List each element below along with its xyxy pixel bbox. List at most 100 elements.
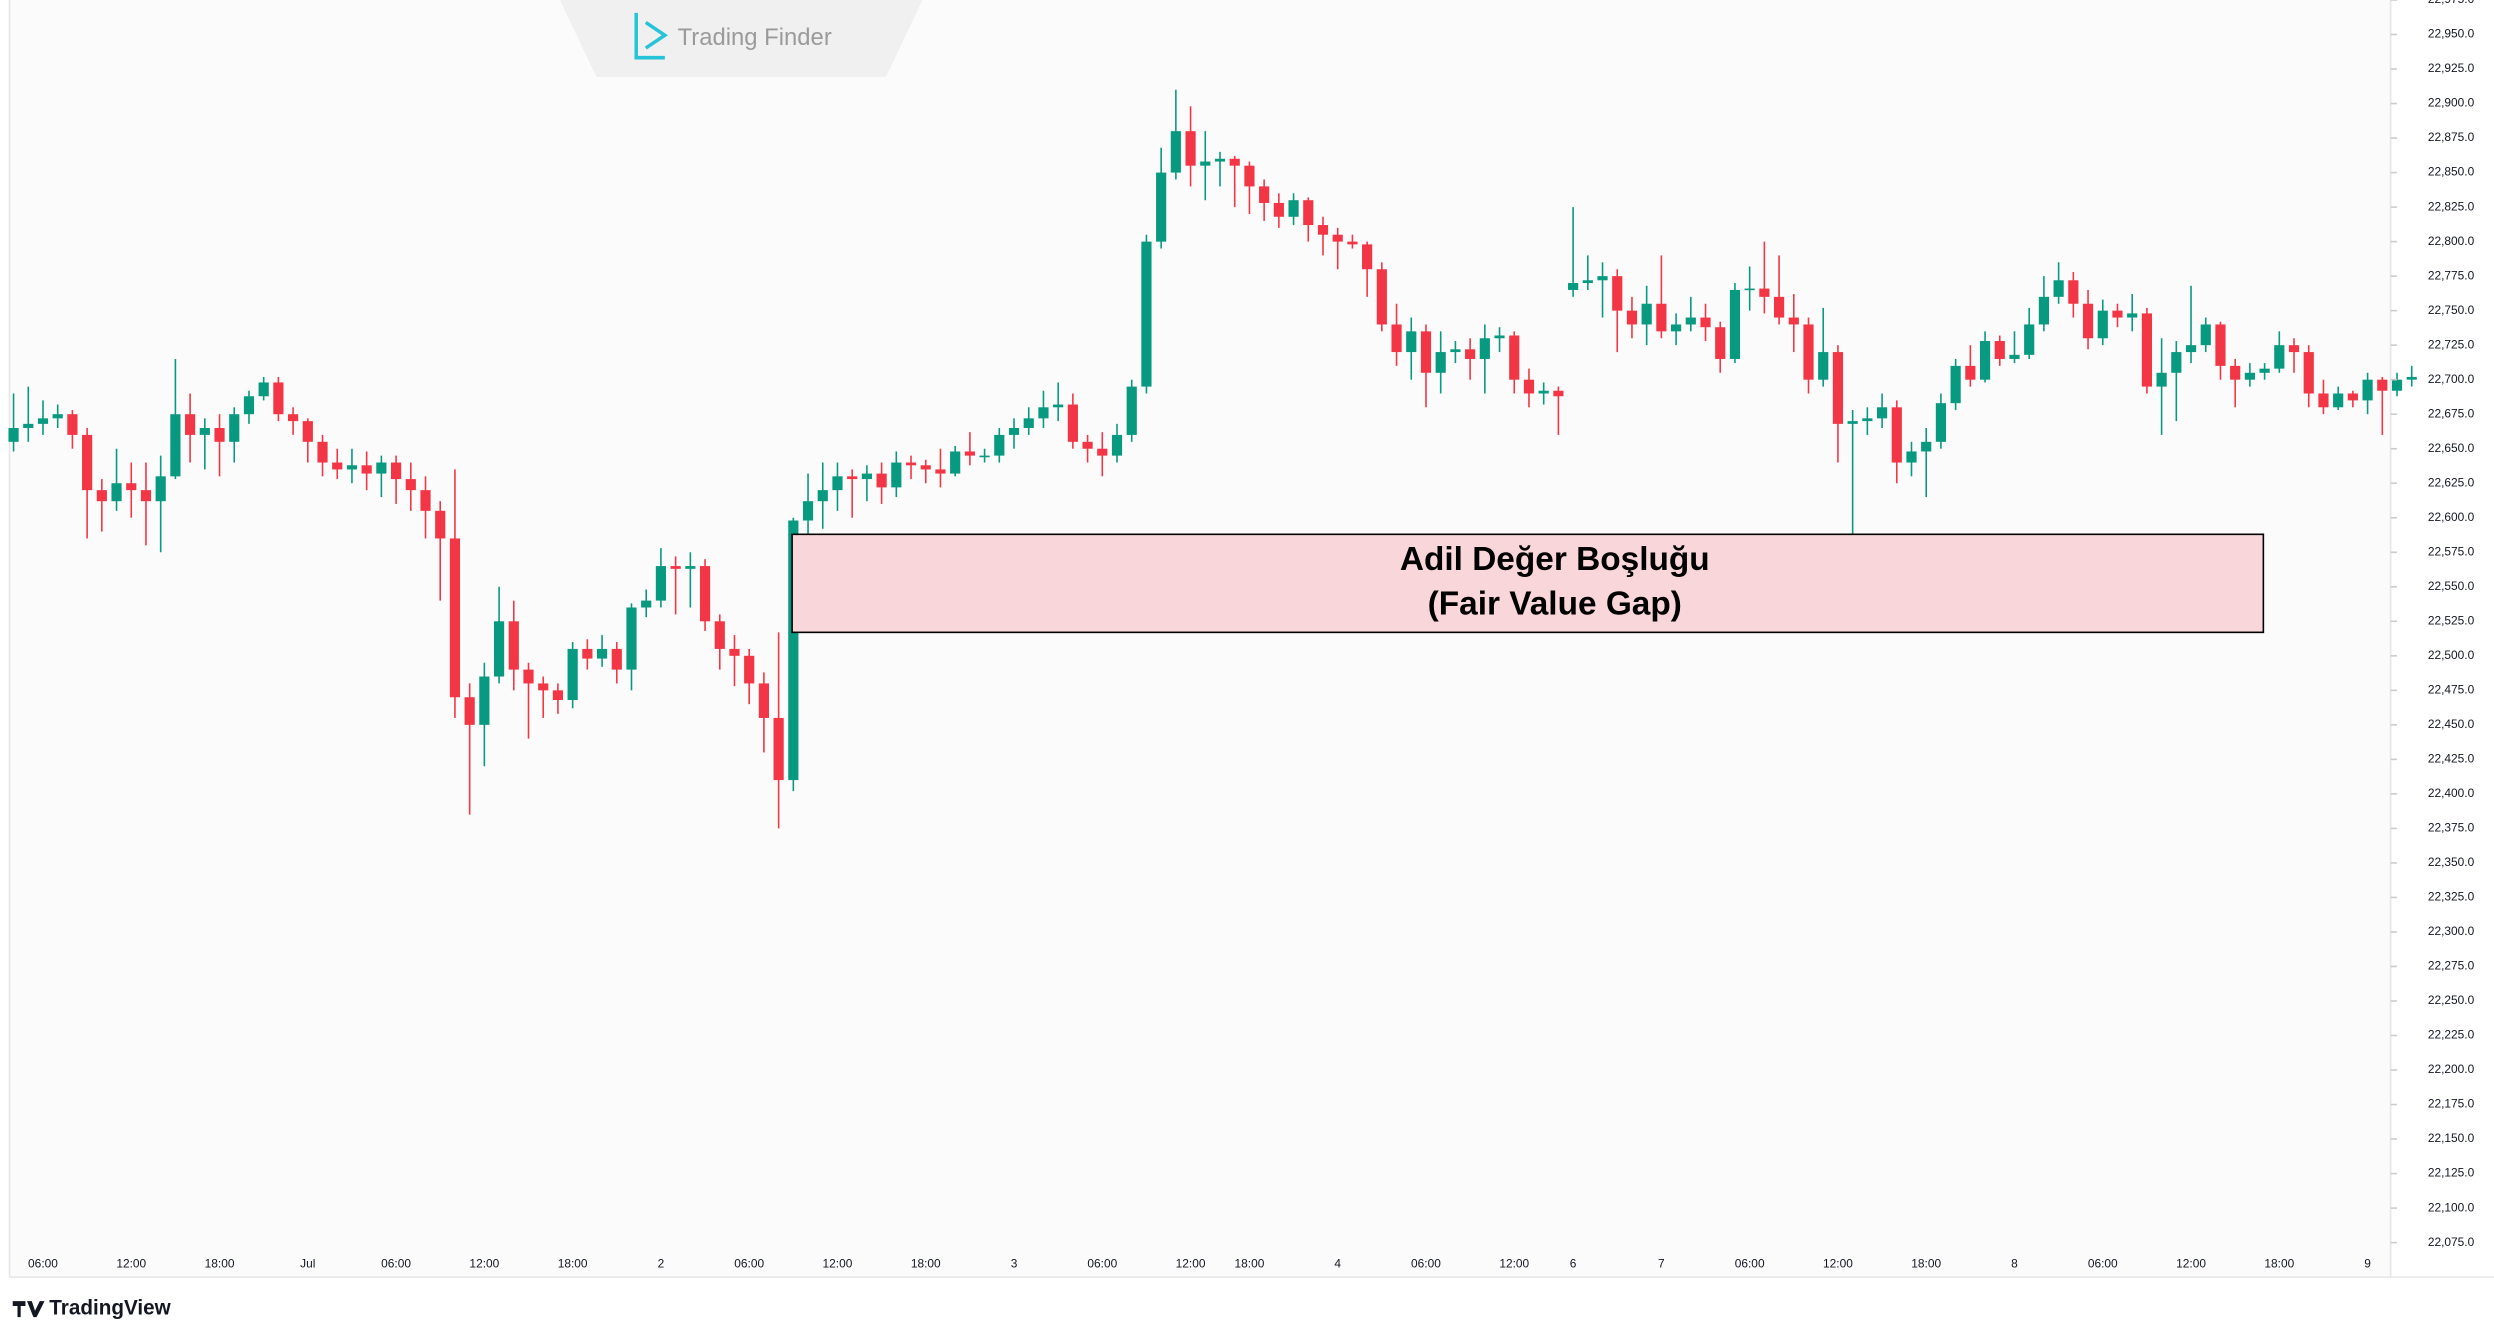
candle-body: [273, 382, 284, 415]
candle-body: [376, 462, 387, 474]
candle-body: [2230, 365, 2241, 380]
candle-body: [52, 414, 63, 419]
candle-body: [1126, 386, 1137, 435]
candle-body: [302, 421, 313, 442]
candle-body: [1818, 352, 1829, 380]
candle-body: [1391, 324, 1402, 353]
candle-body: [861, 473, 872, 480]
candle-body: [2391, 379, 2403, 391]
candle-body: [8, 428, 19, 442]
y-tick-label: 22,375.0: [2428, 821, 2475, 835]
candle-body: [493, 621, 505, 677]
candle-body: [552, 690, 564, 701]
x-tick-label: 12:00: [823, 1256, 853, 1270]
candle-body: [1876, 407, 1888, 419]
candle-body: [1494, 335, 1505, 339]
fvg-box: [791, 533, 2265, 634]
candle-body: [1656, 303, 1667, 332]
y-tick-label: 22,825.0: [2428, 199, 2475, 213]
x-tick-label: 06:00: [1735, 1256, 1765, 1270]
candle-body: [1347, 241, 1358, 245]
y-tick-label: 22,775.0: [2428, 268, 2475, 282]
candle-body: [37, 418, 49, 424]
candle-body: [1965, 365, 1976, 380]
candle-body: [1729, 289, 1741, 359]
y-tick-label: 22,200.0: [2428, 1062, 2475, 1076]
candle-body: [170, 414, 181, 477]
candle-body: [140, 490, 152, 502]
y-tick-label: 22,125.0: [2428, 1166, 2475, 1180]
x-tick-label: 18:00: [1911, 1256, 1941, 1270]
x-tick-label: 4: [1334, 1256, 1341, 1270]
y-tick-label: 22,450.0: [2428, 717, 2475, 731]
candle-body: [1406, 331, 1417, 353]
x-tick-label: 06:00: [734, 1256, 764, 1270]
candle-body: [1803, 324, 1814, 380]
candle-body: [82, 434, 93, 491]
x-tick-label: 18:00: [1235, 1256, 1265, 1270]
candle-body: [1509, 335, 1520, 380]
candle-body: [2259, 368, 2270, 373]
candle-body: [2068, 280, 2079, 304]
candle-body: [1317, 225, 1329, 235]
y-tick-label: 22,525.0: [2428, 613, 2475, 627]
candle-body: [1641, 303, 1652, 325]
candle-body: [2038, 296, 2050, 325]
candle-body: [2156, 372, 2167, 387]
candle-body: [229, 414, 240, 442]
y-tick-label: 22,900.0: [2428, 96, 2475, 110]
y-tick-label: 22,950.0: [2428, 27, 2475, 41]
x-tick-label: 12:00: [1176, 1256, 1206, 1270]
y-tick-label: 22,675.0: [2428, 406, 2475, 420]
y-tick-label: 22,850.0: [2428, 165, 2475, 179]
logo-text: Trading Finder: [678, 24, 832, 51]
candle-body: [317, 441, 328, 463]
candle-body: [2185, 345, 2197, 353]
candle-body: [1597, 276, 1608, 281]
x-tick-label: 12:00: [1823, 1256, 1853, 1270]
y-tick-label: 22,475.0: [2428, 682, 2475, 696]
candle-body: [2171, 352, 2182, 373]
candle-body: [611, 648, 622, 670]
candle-body: [1259, 186, 1270, 203]
x-tick-label: 12:00: [1499, 1256, 1529, 1270]
candle-body: [2318, 393, 2329, 408]
y-tick-label: 22,500.0: [2428, 648, 2475, 662]
candle-body: [96, 490, 107, 502]
x-tick-label: 06:00: [381, 1256, 411, 1270]
candle-body: [1788, 317, 1799, 325]
y-tick-label: 22,575.0: [2428, 544, 2475, 558]
candle-body: [1950, 365, 1961, 404]
candle-body: [1479, 338, 1490, 359]
candle-body: [1008, 428, 1020, 435]
footer-text: TradingView: [49, 1297, 171, 1320]
candle-body: [1185, 131, 1196, 166]
candle-body: [1921, 441, 1932, 452]
x-tick-label: 06:00: [28, 1256, 58, 1270]
candle-body: [1435, 352, 1446, 373]
x-tick-label: Jul: [300, 1256, 315, 1270]
candle-body: [773, 717, 784, 781]
candle-body: [729, 648, 740, 656]
candle-body: [788, 520, 799, 781]
candle-body: [1582, 280, 1593, 284]
candle-body: [155, 476, 166, 502]
candle-body: [832, 476, 843, 491]
candle-body: [1156, 172, 1167, 242]
candle-body: [1994, 341, 2005, 359]
candle-body: [214, 428, 225, 442]
y-tick-label: 22,975.0: [2428, 0, 2475, 6]
x-tick-label: 2: [658, 1256, 665, 1270]
x-tick-label: 18:00: [911, 1256, 941, 1270]
candle-body: [2215, 324, 2226, 366]
y-tick-label: 22,350.0: [2428, 855, 2475, 869]
y-tick-label: 22,425.0: [2428, 751, 2475, 765]
y-tick-label: 22,600.0: [2428, 510, 2475, 524]
y-tick-label: 22,625.0: [2428, 475, 2475, 489]
candle-body: [258, 382, 269, 397]
candle-body: [685, 566, 696, 569]
candle-body: [2406, 376, 2417, 380]
candle-body: [1538, 390, 1549, 394]
plot-area: [9, 0, 2391, 1278]
